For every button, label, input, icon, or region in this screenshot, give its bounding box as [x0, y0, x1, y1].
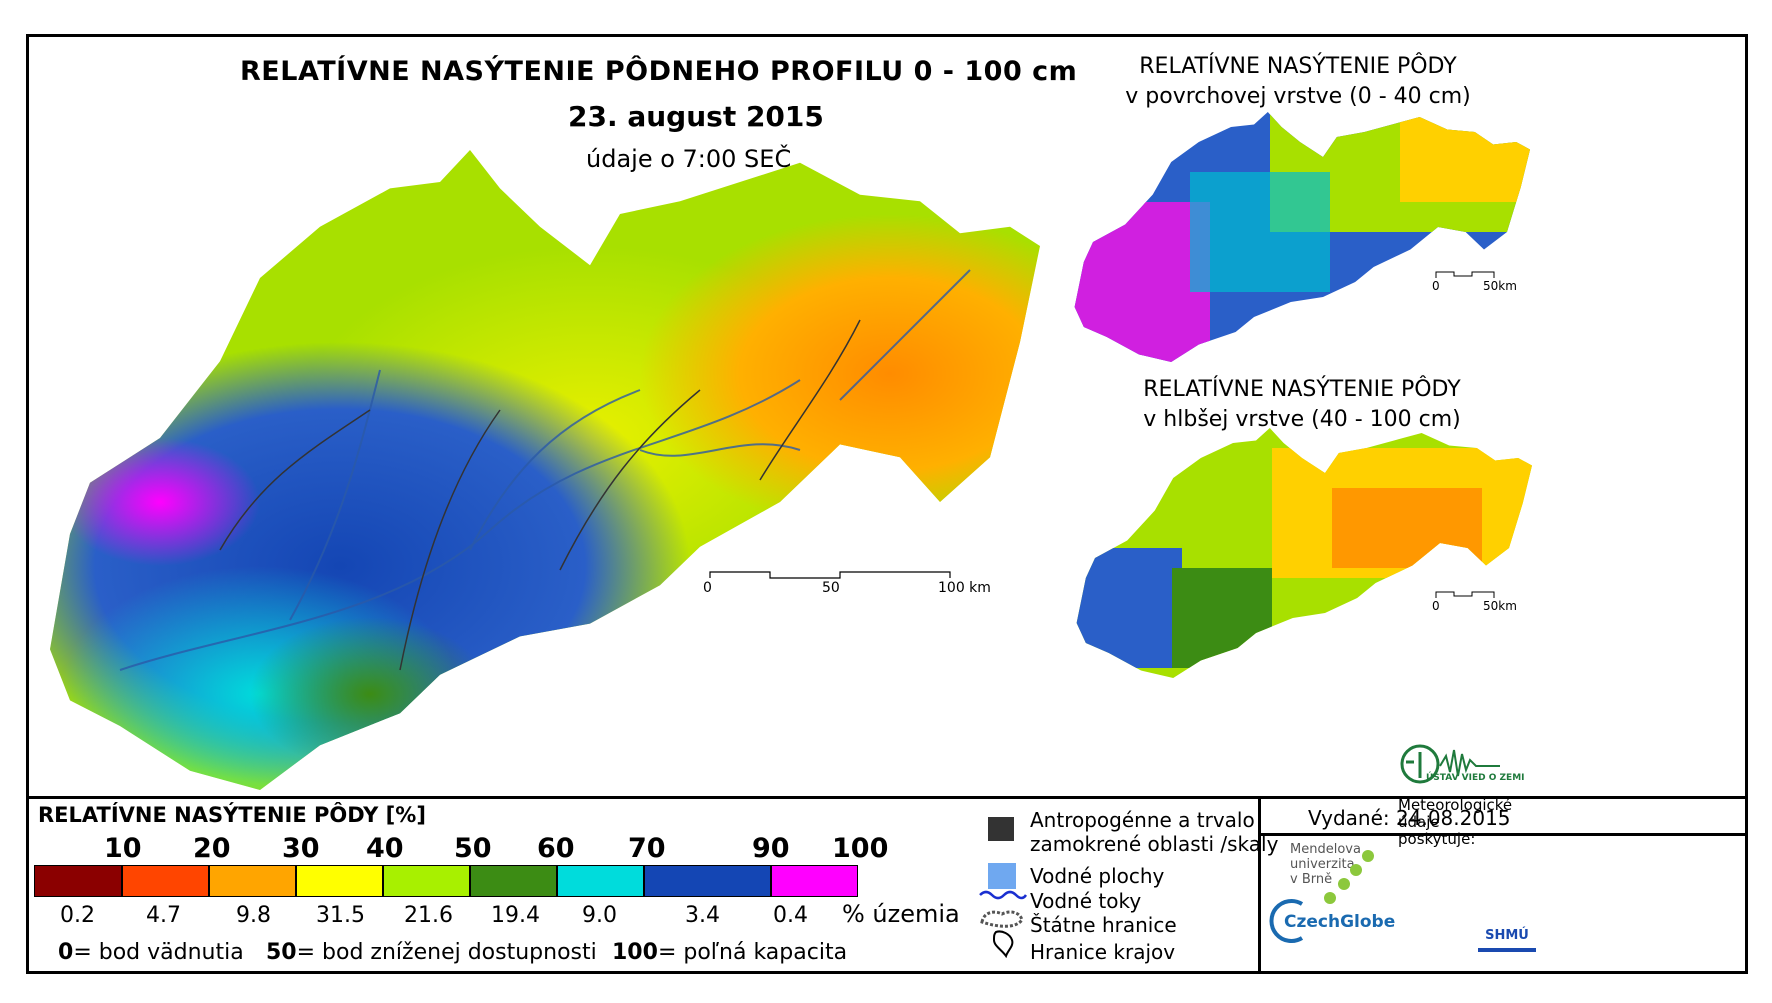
legend-note-0: 0= bod vädnutia [58, 940, 244, 965]
anthropogenic-label: Antropogénne a trvalo zamokrené oblasti … [1030, 808, 1278, 856]
legend-pct-5: 21.6 [404, 903, 453, 928]
legend-tick-100: 100 [832, 833, 889, 864]
main-map-region-borders [219, 319, 861, 671]
inset1-scale-bar [1435, 271, 1495, 278]
legend-swatch-9 [771, 865, 858, 897]
legend-note-0-num: 0 [58, 940, 74, 965]
legend-divider-right [1258, 796, 1261, 974]
anthropogenic-swatch [988, 817, 1014, 841]
legend-note-50: 50= bod zníženej dostupnosti [266, 940, 597, 965]
main-scale-50: 50 [822, 580, 840, 596]
legend-pct-3: 9.8 [236, 903, 271, 928]
issued-date: Vydané: 24.08.2015 [1308, 806, 1511, 830]
inset1-scale-50: 50km [1483, 279, 1517, 293]
river-line-icon [979, 890, 1028, 900]
legend-swatch-5 [383, 865, 470, 897]
inset1-title-line2: v povrchovej vrstve (0 - 40 cm) [1125, 84, 1471, 109]
inset2-scale-bar [1435, 591, 1495, 598]
inset2-scale-50: 50km [1483, 599, 1517, 613]
legend-swatch-7 [557, 865, 644, 897]
main-map-rivers [119, 269, 971, 671]
legend-pct-1: 0.2 [60, 903, 95, 928]
anthropogenic-label-line2: zamokrené oblasti /skaly [1030, 832, 1279, 856]
legend-pct-9: 0.4 [773, 903, 808, 928]
legend-swatch-2 [122, 865, 209, 897]
inset1-map [1074, 112, 1530, 362]
rivers-label: Vodné toky [1030, 889, 1142, 913]
legend-tick-40: 40 [366, 833, 404, 864]
legend-pct-4: 31.5 [316, 903, 365, 928]
legend-pct-2: 4.7 [146, 903, 181, 928]
inset2-title: RELATÍVNE NASÝTENIE PÔDY v hlbšej vrstve… [1092, 375, 1512, 435]
mendel-line1: Mendelova [1290, 842, 1361, 857]
region-border-label: Hranice krajov [1030, 940, 1176, 964]
czechglobe-logo-text: CzechGlobe [1284, 912, 1396, 932]
meteo-line3: poskytuje: [1398, 830, 1476, 848]
legend-note-50-num: 50 [266, 940, 297, 965]
legend-swatch-4 [296, 865, 383, 897]
inset1-title: RELATÍVNE NASÝTENIE PÔDY v povrchovej vr… [1088, 52, 1508, 112]
legend-swatch-1 [34, 865, 122, 897]
legend-note-100-num: 100 [612, 940, 658, 965]
inset2-title-line2: v hlbšej vrstve (40 - 100 cm) [1143, 407, 1461, 432]
uvz-logo-text: ÚSTAV VIED O ZEMI [1426, 773, 1525, 783]
uvz-seismo-icon [1400, 744, 1500, 784]
map-time: údaje o 7:00 SEČ [586, 145, 792, 173]
legend-tick-10: 10 [104, 833, 142, 864]
legend-swatch-6 [470, 865, 557, 897]
main-map [50, 150, 1040, 790]
legend-note-100: 100= poľná kapacita [612, 940, 847, 965]
legend-note-50-text: = bod zníženej dostupnosti [296, 940, 597, 965]
map-date: 23. august 2015 [568, 100, 824, 133]
legend-tick-20: 20 [193, 833, 231, 864]
legend-swatch-8 [644, 865, 771, 897]
state-border-label: Štátne hranice [1030, 913, 1177, 937]
shmu-logo-text: SHMÚ [1485, 928, 1529, 943]
legend-tick-30: 30 [282, 833, 320, 864]
inset2-map [1076, 428, 1532, 678]
map-frame [26, 34, 1748, 974]
water-area-label: Vodné plochy [1030, 864, 1165, 888]
meteo-line1: Meteorologické [1398, 796, 1513, 814]
region-border-icon [992, 930, 1014, 958]
mendel-logo-text: Mendelova univerzita v Brně [1290, 842, 1361, 887]
legend-tick-60: 60 [537, 833, 575, 864]
inset2-scale-0: 0 [1432, 599, 1440, 613]
water-area-swatch [988, 863, 1016, 889]
legend-pct-6: 19.4 [491, 903, 540, 928]
state-border-icon [980, 910, 1024, 928]
legend-color-bar [34, 865, 858, 897]
legend-tick-90: 90 [752, 833, 790, 864]
main-scale-100: 100 km [938, 580, 991, 596]
inset1-title-line1: RELATÍVNE NASÝTENIE PÔDY [1139, 54, 1457, 79]
meteo-line2: údaje [1398, 813, 1440, 831]
issued-divider [1258, 833, 1748, 836]
legend-pct-8: 3.4 [685, 903, 720, 928]
mendel-line3: v Brně [1290, 872, 1333, 887]
meteo-text: Meteorologické údaje poskytuje: [1398, 797, 1512, 848]
map-title: RELATÍVNE NASÝTENIE PÔDNEHO PROFILU 0 - … [240, 56, 1078, 87]
legend-panel [26, 796, 1748, 974]
czechglobe-icon [1269, 899, 1304, 943]
legend-title: RELATÍVNE NASÝTENIE PÔDY [%] [38, 803, 426, 827]
legend-pct-7: 9.0 [582, 903, 617, 928]
legend-note-0-text: = bod vädnutia [73, 940, 244, 965]
mendel-dots-icon [1324, 850, 1374, 904]
mendel-line2: univerzita [1290, 857, 1355, 872]
shmu-logo: SHMÚ [1478, 926, 1536, 952]
main-scale-0: 0 [703, 580, 712, 596]
legend-note-100-text: = poľná kapacita [657, 940, 848, 965]
legend-pct-unit: % územia [842, 900, 960, 928]
main-scale-bar [709, 571, 951, 579]
legend-tick-50: 50 [454, 833, 492, 864]
inset1-scale-0: 0 [1432, 279, 1440, 293]
inset2-title-line1: RELATÍVNE NASÝTENIE PÔDY [1143, 377, 1461, 402]
legend-swatch-3 [209, 865, 296, 897]
legend-tick-70: 70 [628, 833, 666, 864]
anthropogenic-label-line1: Antropogénne a trvalo [1030, 808, 1255, 832]
